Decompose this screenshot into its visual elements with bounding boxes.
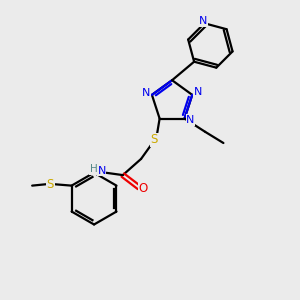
Text: N: N	[194, 87, 202, 97]
Text: O: O	[139, 182, 148, 195]
Text: N: N	[98, 166, 106, 176]
Text: S: S	[151, 133, 158, 146]
Text: S: S	[47, 178, 54, 191]
Text: H: H	[90, 164, 98, 174]
Text: N: N	[186, 115, 195, 125]
Text: N: N	[142, 88, 150, 98]
Text: N: N	[199, 16, 207, 26]
